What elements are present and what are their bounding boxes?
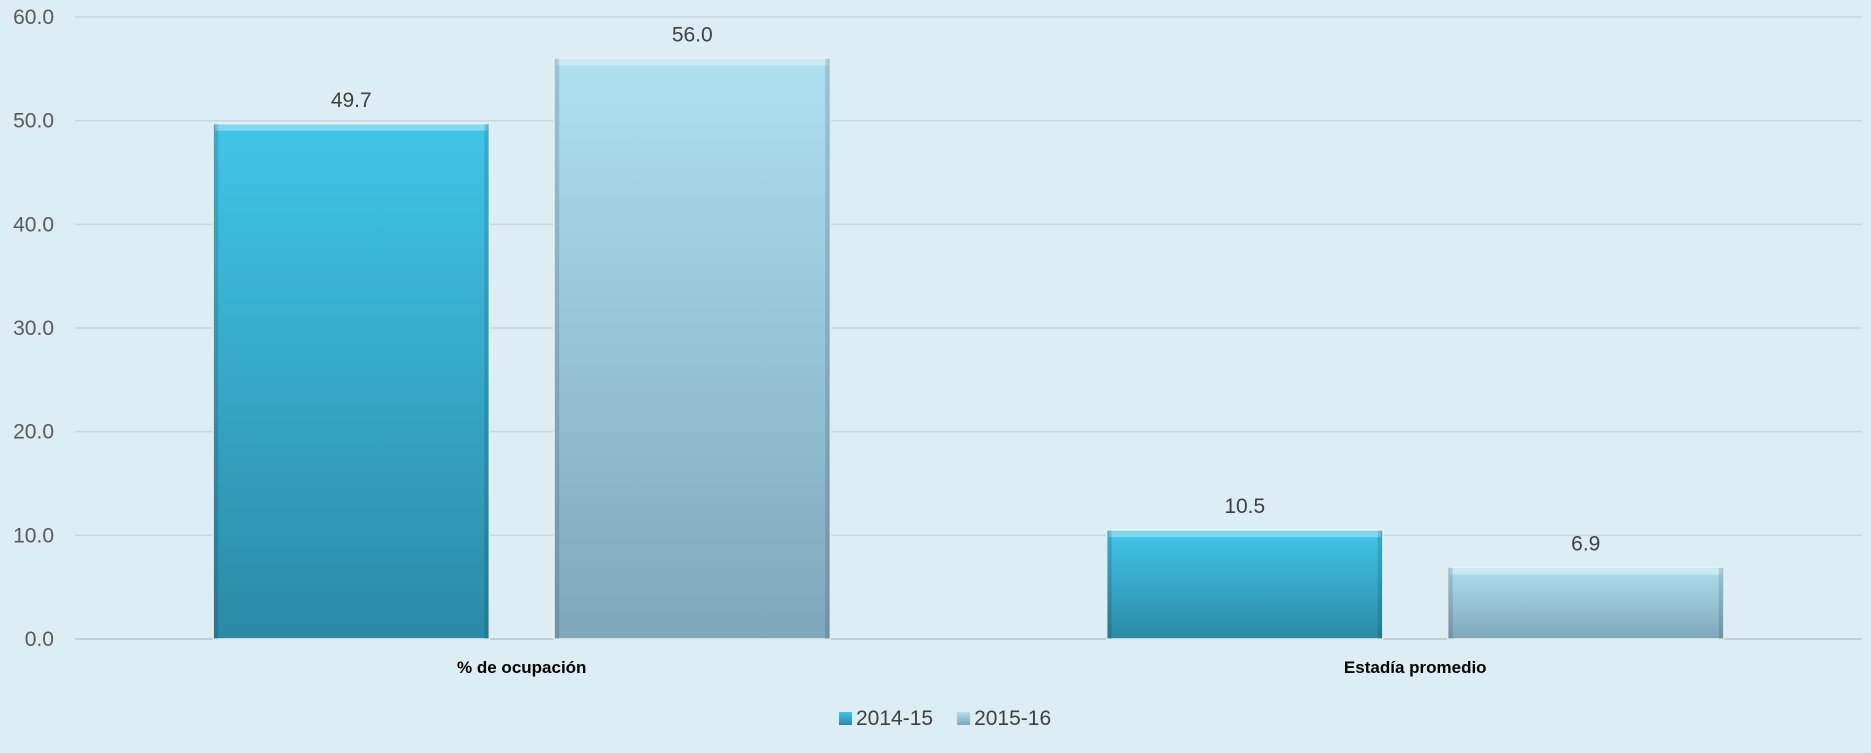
y-tick-label: 0.0 xyxy=(25,628,54,651)
bar-shade-left xyxy=(213,123,219,639)
bar-shade-right xyxy=(1377,530,1383,639)
legend: 2014-15 2015-16 xyxy=(839,707,1051,730)
y-tick-label: 20.0 xyxy=(13,421,54,444)
bar-shade-left xyxy=(1106,530,1112,639)
bar-shade-right xyxy=(825,58,831,639)
data-label: 49.7 xyxy=(331,89,372,112)
bar-shade-right xyxy=(1718,567,1724,639)
bar-highlight xyxy=(215,124,488,131)
bar-shade-left xyxy=(1447,567,1453,639)
y-tick-label: 10.0 xyxy=(13,524,54,547)
bar-highlight xyxy=(556,59,829,66)
y-tick-label: 40.0 xyxy=(13,213,54,236)
bar-2014-15-0 xyxy=(212,123,490,640)
legend-label: 2014-15 xyxy=(856,707,933,730)
data-label: 6.9 xyxy=(1571,532,1600,555)
bar-2015-16-1 xyxy=(1447,566,1725,640)
bar-shade-right xyxy=(484,123,490,639)
bar-2015-16-0 xyxy=(553,57,831,640)
legend-label: 2015-16 xyxy=(974,707,1051,730)
y-tick-label: 30.0 xyxy=(13,317,54,340)
legend-swatch xyxy=(957,712,971,725)
data-label: 10.5 xyxy=(1224,495,1265,518)
bar-highlight xyxy=(1108,531,1381,538)
category-label: Estadía promedio xyxy=(1344,658,1487,677)
y-tick-label: 60.0 xyxy=(13,6,54,29)
x-axis: % de ocupación Estadía promedio xyxy=(457,658,1487,677)
y-axis: 0.0 10.0 20.0 30.0 40.0 50.0 60.0 xyxy=(13,6,54,651)
y-tick-label: 50.0 xyxy=(13,110,54,133)
bars xyxy=(212,57,1725,640)
category-label: % de ocupación xyxy=(457,658,586,677)
bar-shade-left xyxy=(554,58,560,639)
legend-swatch xyxy=(839,712,852,725)
data-label: 56.0 xyxy=(672,23,713,46)
bar-2014-15-1 xyxy=(1106,529,1384,640)
data-labels: 49.7 56.0 10.5 6.9 xyxy=(331,23,1601,555)
bar-highlight xyxy=(1449,568,1722,575)
